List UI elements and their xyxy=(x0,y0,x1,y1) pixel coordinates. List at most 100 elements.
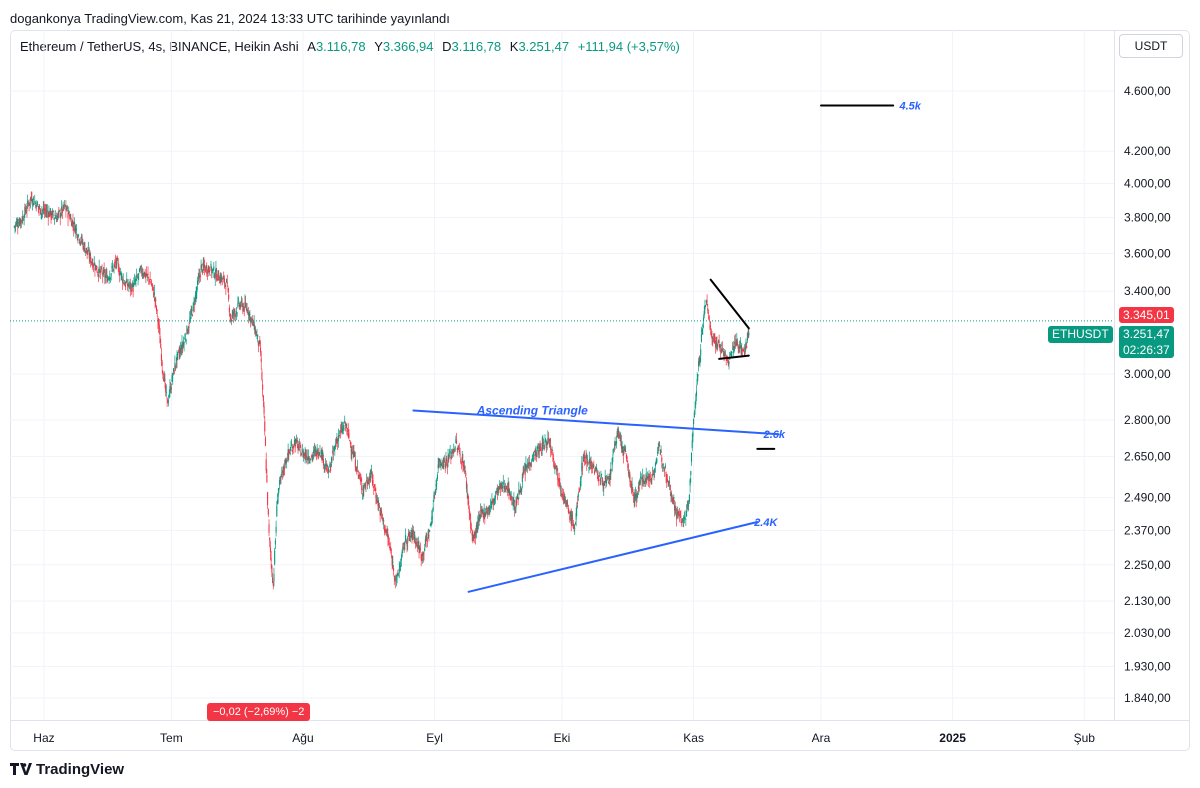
candle-body xyxy=(366,480,368,485)
candle-body xyxy=(352,451,354,455)
candle-body xyxy=(673,497,675,499)
time-axis-divider xyxy=(10,720,1190,721)
candle-body xyxy=(453,449,455,451)
candle-body xyxy=(633,498,635,502)
candle-body xyxy=(153,292,155,295)
candle-body xyxy=(429,530,431,533)
candle-body xyxy=(52,210,54,212)
candle-body xyxy=(160,343,162,348)
candle-body xyxy=(518,489,520,494)
candle-body xyxy=(402,543,405,545)
candle-body xyxy=(235,314,237,316)
candle-body xyxy=(233,313,235,315)
candle-body xyxy=(117,257,119,261)
candle-body xyxy=(31,198,33,203)
candle-body xyxy=(554,467,556,469)
candle-body xyxy=(250,317,252,319)
candle-body xyxy=(325,468,327,471)
candle-body xyxy=(53,214,55,216)
candle-body xyxy=(15,223,17,226)
candle-body xyxy=(457,447,459,450)
candle-body xyxy=(682,520,684,521)
candle-body xyxy=(35,206,37,210)
candle-body xyxy=(315,451,317,457)
candle-body xyxy=(75,227,77,231)
candle-body xyxy=(551,448,553,451)
candle-body xyxy=(388,543,390,545)
candle-body xyxy=(458,450,460,452)
candle-body xyxy=(745,341,747,344)
candle-body xyxy=(562,496,564,501)
candle-body xyxy=(175,365,177,367)
candle-body xyxy=(695,400,697,405)
candle-body xyxy=(729,354,731,356)
candle-body xyxy=(316,447,318,452)
candle-body xyxy=(550,451,552,453)
candle-body xyxy=(169,386,171,390)
candle-body xyxy=(502,486,504,489)
candle-body xyxy=(652,474,654,476)
candle-body xyxy=(681,518,683,520)
candle-body xyxy=(357,471,359,473)
candle-body xyxy=(21,219,23,222)
candle-body xyxy=(286,460,288,462)
candle-body xyxy=(500,482,502,487)
candle-body xyxy=(49,213,51,217)
candle-body xyxy=(335,442,337,444)
symbol-title[interactable]: Ethereum / TetherUS, 4s, BINANCE, Heikin… xyxy=(20,39,299,54)
candle-body xyxy=(98,266,100,273)
candle-body xyxy=(510,491,512,496)
candle-body xyxy=(160,354,162,361)
x-tick-label: Tem xyxy=(160,731,183,745)
candle-body xyxy=(305,454,307,458)
candle-body xyxy=(199,275,201,276)
candle-body xyxy=(619,439,621,441)
trendline xyxy=(718,354,750,360)
candle-body xyxy=(383,525,385,531)
candle-body xyxy=(569,511,572,517)
candle-body xyxy=(495,491,497,494)
candle-body xyxy=(569,516,571,520)
candle-body xyxy=(168,395,170,397)
candle-body xyxy=(586,457,588,464)
candle-body xyxy=(212,268,214,271)
candle-body xyxy=(539,446,541,448)
candle-body xyxy=(742,348,744,350)
candle-body xyxy=(62,204,64,209)
candle-body xyxy=(526,465,528,467)
candle-body xyxy=(456,440,458,444)
candle-body xyxy=(191,309,193,312)
price-axis: 4.600,00 4.200,00 4.000,00 3.800,00 3.600,00… xyxy=(1124,84,1171,705)
candle-body xyxy=(380,510,383,514)
candle-body xyxy=(484,513,486,518)
candle-body xyxy=(555,465,557,468)
candle-body xyxy=(135,279,137,281)
candle-body xyxy=(99,270,101,271)
candle-body xyxy=(724,351,726,356)
candle-body xyxy=(20,219,22,223)
candle-body xyxy=(629,474,631,482)
candle-body xyxy=(649,478,652,480)
candle-body xyxy=(649,479,651,481)
candle-body xyxy=(493,498,495,501)
candle-body xyxy=(84,248,86,253)
candle-body xyxy=(304,452,306,456)
candle-body xyxy=(625,451,627,453)
candle-body xyxy=(385,529,387,532)
candle-body xyxy=(265,459,267,471)
candle-body xyxy=(441,463,443,466)
candle-body xyxy=(310,458,312,460)
published-caption: dogankonya TradingView.com, Kas 21, 2024… xyxy=(10,11,450,26)
candle-body xyxy=(137,277,139,279)
candle-body xyxy=(94,268,96,270)
candle-body xyxy=(594,468,596,472)
candle-body xyxy=(213,266,215,270)
candle-body xyxy=(579,489,581,491)
candle-body xyxy=(253,321,255,326)
candle-body xyxy=(139,269,141,272)
candle-body xyxy=(428,535,430,537)
currency-button[interactable]: USDT xyxy=(1119,34,1183,58)
y-tick-label: 3.400,00 xyxy=(1124,284,1171,298)
candle-body xyxy=(177,350,179,352)
